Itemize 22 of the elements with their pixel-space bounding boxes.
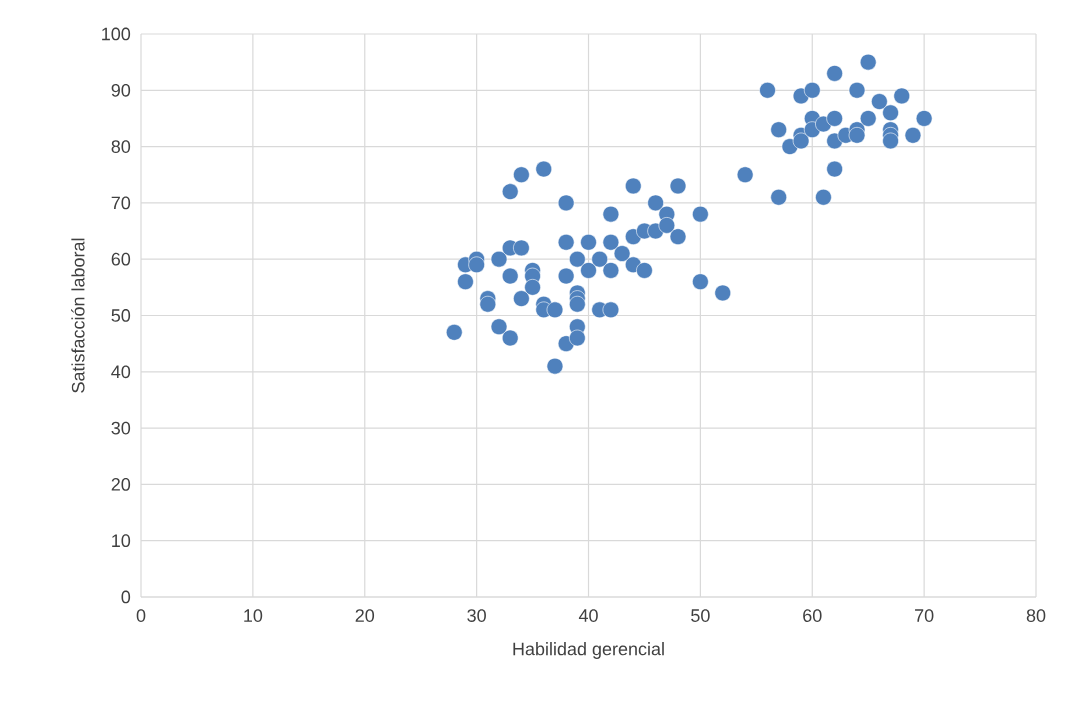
x-tick-label: 30 [467,609,486,622]
y-tick-label: 10 [112,534,131,548]
x-tick-label: 40 [578,609,598,622]
y-tick-label: 30 [111,421,131,435]
y-tick-label: 50 [111,309,131,322]
x-tick-label: 50 [691,609,710,622]
x-tick-label: 0 [136,609,146,622]
y-axis-title: Satisfacción laboral [71,238,85,393]
x-tick-label: 70 [915,609,934,622]
x-tick-label: 20 [355,609,375,622]
y-tick-label: 60 [111,252,131,266]
y-tick-label: 100 [102,27,131,41]
x-tick-label: 60 [803,609,822,622]
x-axis-title: Habilidad gerencial [513,642,664,659]
y-tick-label: 0 [121,590,131,604]
x-tick-label: 10 [244,609,263,622]
x-tick-label: 80 [1026,609,1046,622]
y-tick-label: 90 [111,83,131,97]
y-tick-label: 20 [111,478,131,491]
y-tick-label: 40 [111,365,131,379]
y-tick-label: 80 [111,140,131,153]
y-tick-label: 70 [111,196,131,210]
